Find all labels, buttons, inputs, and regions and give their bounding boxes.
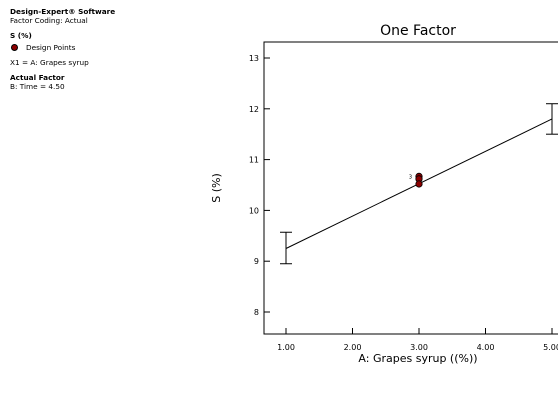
plot-frame [263, 41, 558, 335]
y-tick-label: 11 [249, 156, 259, 165]
point-count-label: 3 [409, 174, 412, 180]
x-tick-label: 3.00 [410, 343, 428, 352]
y-tick-label: 10 [249, 206, 259, 215]
x1-definition: X1 = A: Grapes syrup [10, 58, 89, 67]
actual-factor-title: Actual Factor [10, 73, 65, 82]
x-tick-label: 5.00 [543, 343, 558, 352]
design-point [415, 180, 423, 188]
legend-label: Design Points [26, 43, 76, 52]
y-tick-label: 8 [254, 308, 259, 317]
actual-factor-value: B: Time = 4.50 [10, 82, 65, 91]
x-tick-label: 1.00 [277, 343, 295, 352]
x-tick-label: 2.00 [344, 343, 362, 352]
chart-title: One Factor [380, 23, 456, 39]
y-tick-label: 9 [254, 257, 259, 266]
y-tick-label: 12 [249, 105, 259, 114]
design-point-marker-icon [11, 44, 18, 51]
software-title: Design-Expert® Software [10, 7, 116, 16]
legend-entry: Design Points [10, 43, 160, 52]
factor-coding-text: Factor Coding: Actual [10, 16, 88, 25]
x-tick-label: 4.00 [477, 343, 495, 352]
y-tick-label: 13 [249, 54, 259, 63]
y-axis-label: S (%) [210, 173, 223, 203]
x-axis-label: A: Grapes syrup ((%)) [358, 352, 477, 365]
response-label: S (%) [10, 31, 32, 40]
info-panel: Design-Expert® Software Factor Coding: A… [10, 7, 160, 91]
